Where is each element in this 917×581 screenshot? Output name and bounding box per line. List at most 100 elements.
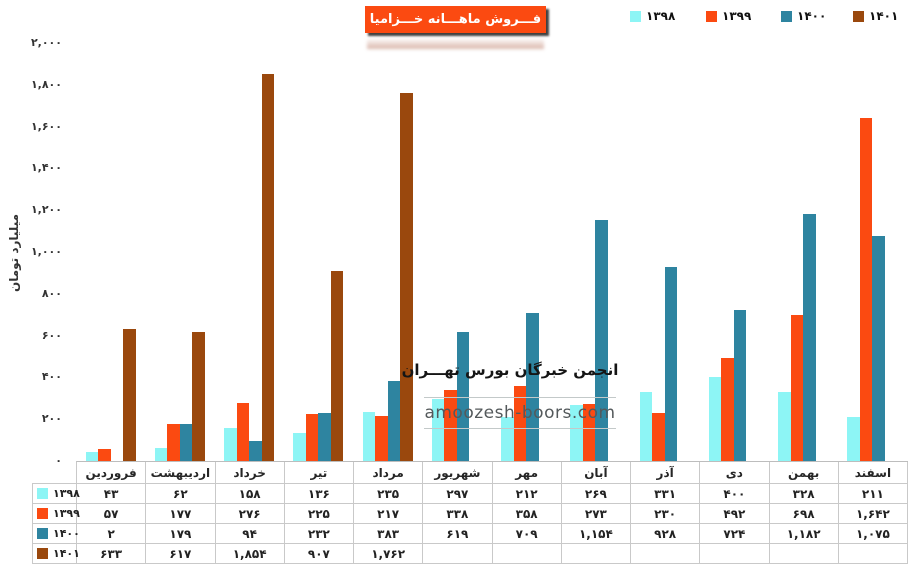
table-value-cell <box>700 544 770 564</box>
bar-1398-m11 <box>778 392 791 461</box>
bar-1399-m2 <box>167 424 180 461</box>
y-axis-tick-label: ۱,۰۰۰ <box>30 245 62 258</box>
bar-1400-m2 <box>179 423 193 461</box>
row-key-swatch-1398 <box>37 488 48 499</box>
table-value-cell: ۹۰۷ <box>284 544 354 564</box>
table-value-cell: ۴۳ <box>77 484 147 504</box>
y-axis-tick-label: ۱,۶۰۰ <box>30 119 62 133</box>
bar-1398-m8 <box>570 404 583 461</box>
month-header-cell: دی <box>700 462 770 483</box>
table-value-cell <box>631 544 701 564</box>
bar-1400-m4 <box>318 412 331 461</box>
bar-1400-m9 <box>664 267 678 461</box>
table-value-cell: ۱۵۸ <box>215 484 285 504</box>
bar-1398-m1 <box>85 452 99 461</box>
bar-1401-m4 <box>330 271 344 461</box>
legend-item-1398: ۱۳۹۸ <box>630 9 675 23</box>
legend-label-1399: ۱۳۹۹ <box>722 9 752 23</box>
bar-1398-m6 <box>431 398 445 461</box>
table-value-cell: ۶۳۳ <box>77 544 147 564</box>
table-value-cell: ۲ <box>77 524 147 544</box>
table-value-cell: ۱,۸۵۴ <box>215 544 285 564</box>
y-axis-tick-label: ۰ <box>55 454 62 467</box>
y-axis-tick-label: ۱,۲۰۰ <box>30 203 62 217</box>
bar-1398-m4 <box>293 432 306 461</box>
y-axis-tick-label: ۱,۴۰۰ <box>30 161 62 175</box>
month-header-cell: تیر <box>285 462 354 483</box>
table-value-cell: ۳۲۸ <box>769 484 839 504</box>
bar-1398-m3 <box>224 427 237 461</box>
row-header-label: ۱۳۹۸ <box>53 487 80 500</box>
table-value-cell: ۵۷ <box>77 504 147 524</box>
y-axis-tick-label: ۶۰۰ <box>41 328 62 342</box>
legend-swatch-1399 <box>706 10 717 22</box>
table-value-cell: ۱,۱۵۴ <box>561 524 631 544</box>
chart-title: فـــروش ماهـــانه خـــزامیا <box>369 12 542 27</box>
row-header-cell-1399: ۱۳۹۹ <box>33 504 80 524</box>
table-value-cell: ۱,۶۴۲ <box>838 504 908 524</box>
month-header-cell: مرداد <box>354 462 424 483</box>
bar-1398-m7 <box>501 416 514 461</box>
legend-item-1400: ۱۴۰۰ <box>781 9 826 23</box>
table-value-cell: ۶۱۹ <box>423 524 493 544</box>
month-header-cell: خرداد <box>216 462 285 483</box>
bar-1399-m11 <box>790 315 804 461</box>
table-value-cell: ۶۹۸ <box>769 504 839 524</box>
table-value-cell <box>423 544 493 564</box>
month-header-cell: فروردین <box>77 462 147 483</box>
table-value-cell: ۱,۱۸۲ <box>769 524 839 544</box>
bar-1399-m8 <box>582 403 596 461</box>
month-header-cell: مهر <box>493 462 562 483</box>
row-key-swatch-1399 <box>37 508 48 519</box>
row-header-label: ۱۳۹۹ <box>53 507 80 520</box>
table-value-cell: ۶۲ <box>146 484 216 504</box>
chart-title-box: فـــروش ماهـــانه خـــزامیا <box>365 6 546 33</box>
bar-1400-m10 <box>733 309 747 461</box>
legend-item-1399: ۱۳۹۹ <box>706 9 751 23</box>
bar-1398-m2 <box>154 448 168 461</box>
y-axis-tick-label: ۸۰۰ <box>41 286 62 300</box>
table-value-cell: ۱۷۹ <box>146 524 216 544</box>
bar-1398-m9 <box>639 391 653 461</box>
table-value-cell: ۲۷۳ <box>561 504 631 524</box>
watermark-association-name: انجمن خبرگان بورس تهـــران <box>401 361 619 379</box>
table-value-cell: ۲۱۷ <box>354 504 424 524</box>
bar-1398-m12 <box>847 416 860 461</box>
table-value-cell: ۱,۰۷۵ <box>838 524 908 544</box>
month-header-cell: اردیبهشت <box>146 462 216 483</box>
row-header-cell-1400: ۱۴۰۰ <box>33 524 80 544</box>
table-value-cell: ۲۳۵ <box>354 484 424 504</box>
table-value-cell: ۹۲۸ <box>631 524 701 544</box>
month-header-cell: آبان <box>562 462 631 483</box>
data-table: ۱۳۹۸ ۴۳ ۶۲ ۱۵۸ ۱۳۶ ۲۳۵ ۲۹۷ ۲۱۲ ۲۶۹ ۳۳۱ ۴۰۰ ۳۲۸ ۲۱۱ ۱۳… <box>32 483 908 564</box>
month-header-cell: اسفند <box>839 462 908 483</box>
table-value-cell: ۳۵۸ <box>492 504 562 524</box>
bar-1399-m12 <box>859 117 873 461</box>
legend-item-1401: ۱۴۰۱ <box>853 9 898 23</box>
month-header-cell: شهریور <box>423 462 493 483</box>
bar-1400-m7 <box>526 312 539 461</box>
table-value-cell: ۹۴ <box>215 524 285 544</box>
watermark-website: amoozesh-boors.com <box>424 397 616 429</box>
table-value-cell: ۶۱۷ <box>146 544 216 564</box>
bar-1401-m1 <box>123 328 136 461</box>
bar-1399-m4 <box>305 413 319 461</box>
table-value-cell: ۲۱۲ <box>492 484 562 504</box>
bar-1401-m3 <box>261 73 275 461</box>
legend-swatch-1400 <box>781 10 792 22</box>
month-header-cell: بهمن <box>770 462 839 483</box>
legend-label-1401: ۱۴۰۱ <box>869 9 899 23</box>
bar-1400-m11 <box>803 213 816 461</box>
bar-1399-m9 <box>652 412 665 461</box>
table-value-cell: ۳۸۳ <box>354 524 424 544</box>
bar-1401-m2 <box>192 332 205 461</box>
row-header-label: ۱۴۰۱ <box>53 547 80 560</box>
row-key-swatch-1400 <box>37 528 48 539</box>
bar-1400-m8 <box>595 219 608 461</box>
bar-1399-m5 <box>375 415 388 461</box>
table-value-cell: ۱۷۷ <box>146 504 216 524</box>
table-value-cell: ۲۱۱ <box>838 484 908 504</box>
table-value-cell: ۴۹۲ <box>700 504 770 524</box>
row-key-swatch-1401 <box>37 548 48 559</box>
bar-1400-m3 <box>249 441 262 461</box>
